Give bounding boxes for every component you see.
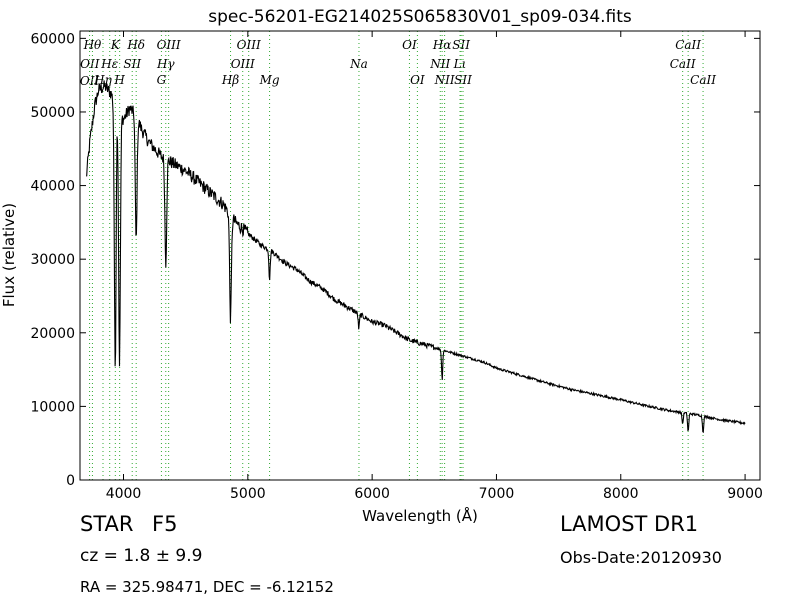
x-tick-label: 4000 [106, 486, 142, 502]
marker-label: K [110, 38, 121, 52]
marker-label: OI [410, 73, 425, 87]
line-markers: OII OII Hθ Hη K Hε SII H Hδ OIII Hγ G OIII OIII Hβ Mg Na… [80, 31, 716, 480]
marker-label: CaII [670, 57, 696, 71]
marker-label: Na [349, 57, 368, 71]
coordinates-text: RA = 325.98471, DEC = -6.12152 [80, 578, 334, 596]
marker-label: OII [80, 57, 100, 71]
y-tick-label: 60000 [30, 31, 75, 47]
marker-label: NII [434, 73, 455, 87]
chart-title: spec-56201-EG214025S065830V01_sp09-034.f… [208, 7, 632, 27]
marker-label: Hγ [156, 57, 175, 71]
y-axis-ticks: 0 10000 20000 30000 40000 50000 60000 [30, 31, 760, 489]
marker-label: G [157, 73, 167, 87]
y-tick-label: 40000 [30, 179, 75, 195]
marker-label: Hη [93, 73, 112, 87]
marker-label: OI [402, 38, 417, 52]
marker-label: Lι [453, 57, 467, 71]
x-tick-label: 8000 [603, 486, 639, 502]
y-axis-label: Flux (relative) [0, 203, 18, 307]
y-tick-label: 10000 [30, 399, 75, 415]
marker-label: CaII [675, 38, 701, 52]
marker-label: Mg [259, 73, 280, 87]
marker-label: Hα [432, 38, 452, 52]
plot-frame [79, 30, 761, 481]
marker-label: SII [454, 73, 472, 87]
marker-label: H [113, 73, 125, 87]
y-tick-label: 50000 [30, 105, 75, 121]
x-axis-label: Wavelength (Å) [362, 506, 478, 525]
marker-label: OIII [157, 38, 181, 52]
x-tick-label: 7000 [479, 486, 515, 502]
marker-label: SII [123, 57, 141, 71]
survey-name: LAMOST DR1 [560, 512, 699, 536]
marker-label: OIII [237, 38, 261, 52]
marker-label: NII [429, 57, 450, 71]
redshift-text: cz = 1.8 ± 9.9 [80, 546, 203, 566]
x-tick-label: 5000 [230, 486, 266, 502]
y-tick-label: 30000 [30, 252, 75, 268]
observation-date: Obs-Date:20120930 [560, 548, 722, 567]
marker-label: Hδ [126, 38, 145, 52]
object-class: STAR [80, 512, 134, 536]
marker-label: CaII [690, 73, 716, 87]
spectrum-series [85, 80, 746, 434]
marker-label: Hθ [83, 38, 102, 52]
marker-label: OII [80, 74, 100, 88]
marker-label: Hβ [221, 73, 239, 87]
marker-label: SII [452, 38, 470, 52]
y-tick-label: 20000 [30, 326, 75, 342]
y-tick-label: 0 [66, 473, 75, 489]
marker-label: Hε [100, 57, 118, 71]
x-axis-ticks: 4000 5000 6000 7000 8000 9000 [106, 31, 763, 502]
x-tick-label: 6000 [354, 486, 390, 502]
x-tick-label: 9000 [727, 486, 763, 502]
marker-label: OIII [231, 57, 255, 71]
spectrum-line [85, 80, 746, 434]
object-subclass: F5 [152, 512, 178, 536]
